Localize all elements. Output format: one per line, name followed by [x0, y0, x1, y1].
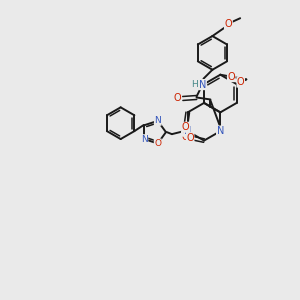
Text: O: O: [174, 94, 182, 103]
Text: O: O: [182, 122, 190, 132]
Text: O: O: [174, 94, 182, 103]
Text: O: O: [182, 132, 189, 142]
Text: N: N: [199, 80, 206, 90]
Text: H: H: [191, 80, 198, 89]
Text: O: O: [182, 126, 190, 136]
Text: N: N: [154, 116, 161, 125]
Text: N: N: [217, 126, 224, 136]
Text: N: N: [141, 135, 148, 144]
Text: N: N: [184, 126, 191, 136]
Text: O: O: [227, 72, 235, 82]
Text: O: O: [237, 77, 244, 87]
Text: N: N: [199, 80, 206, 90]
Text: O: O: [186, 133, 194, 142]
Text: N: N: [217, 126, 224, 136]
Text: N: N: [184, 126, 191, 136]
Text: H: H: [191, 80, 198, 89]
Text: O: O: [224, 19, 232, 29]
Text: O: O: [224, 19, 232, 29]
Text: O: O: [154, 139, 161, 148]
